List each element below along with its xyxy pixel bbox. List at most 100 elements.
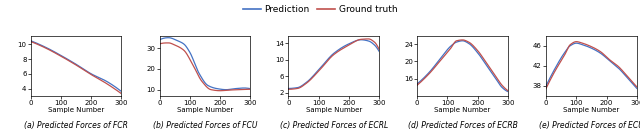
Prediction <box>627 81 634 82</box>
Line: Ground truth: Ground truth <box>289 39 379 89</box>
Ground truth <box>614 65 621 67</box>
Text: (d) Predicted Forces of ECRB: (d) Predicted Forces of ECRB <box>408 121 518 130</box>
Prediction <box>111 86 118 87</box>
Ground truth <box>459 39 467 41</box>
Prediction <box>321 62 329 63</box>
Prediction <box>614 67 621 68</box>
Prediction <box>498 86 506 88</box>
Prediction <box>572 42 580 44</box>
Prediction <box>490 75 498 77</box>
Prediction <box>164 37 172 38</box>
Ground truth <box>504 90 512 92</box>
Ground truth <box>579 42 587 44</box>
Prediction <box>476 54 483 56</box>
Ground truth <box>476 52 483 54</box>
X-axis label: Sample Number: Sample Number <box>177 107 233 113</box>
Ground truth <box>369 40 376 42</box>
Text: (b) Predicted Forces of FCU: (b) Predicted Forces of FCU <box>153 121 257 130</box>
Prediction <box>579 44 587 46</box>
Text: (e) Predicted Forces of ECU: (e) Predicted Forces of ECU <box>539 121 640 130</box>
Prediction <box>362 39 369 41</box>
Prediction <box>99 78 106 80</box>
X-axis label: Sample Number: Sample Number <box>563 107 620 113</box>
Prediction <box>356 39 364 41</box>
Ground truth <box>450 43 458 44</box>
Prediction <box>67 60 74 62</box>
Prediction <box>218 89 226 90</box>
Prediction <box>193 67 200 69</box>
Text: (c) Predicted Forces of ECRL: (c) Predicted Forces of ECRL <box>280 121 388 130</box>
Prediction <box>413 83 421 85</box>
Prediction <box>459 40 467 42</box>
Prediction <box>485 68 493 70</box>
Ground truth <box>413 84 421 86</box>
Ground truth <box>453 40 461 42</box>
Ground truth <box>228 89 236 91</box>
Ground truth <box>118 93 125 95</box>
Ground truth <box>498 84 506 86</box>
Prediction <box>357 39 365 41</box>
Ground truth <box>633 86 640 88</box>
Prediction <box>63 58 71 60</box>
Line: Prediction: Prediction <box>31 41 122 92</box>
Line: Prediction: Prediction <box>159 38 250 90</box>
Ground truth <box>572 41 580 42</box>
Ground truth <box>156 43 163 45</box>
Ground truth <box>196 77 204 79</box>
Ground truth <box>619 70 627 72</box>
Prediction <box>369 43 376 44</box>
Line: Ground truth: Ground truth <box>31 42 122 94</box>
Text: (a) Predicted Forces of FCR: (a) Predicted Forces of FCR <box>24 121 128 130</box>
Prediction <box>375 51 383 52</box>
Prediction <box>324 58 332 60</box>
Prediction <box>619 72 627 74</box>
Ground truth <box>542 88 550 89</box>
Prediction <box>453 41 461 43</box>
Ground truth <box>111 88 118 90</box>
Ground truth <box>324 59 332 61</box>
Ground truth <box>233 89 241 91</box>
Ground truth <box>321 63 329 65</box>
Ground truth <box>89 75 97 76</box>
Ground truth <box>164 42 172 44</box>
Prediction <box>241 87 248 89</box>
Line: Prediction: Prediction <box>289 40 379 89</box>
Prediction <box>605 59 612 61</box>
Prediction <box>542 85 550 87</box>
Ground truth <box>627 79 634 81</box>
Prediction <box>285 88 292 89</box>
Line: Prediction: Prediction <box>417 41 508 92</box>
Ground truth <box>361 38 369 40</box>
Line: Ground truth: Ground truth <box>159 43 250 91</box>
Prediction <box>196 73 204 75</box>
Ground truth <box>285 89 292 90</box>
Ground truth <box>485 66 493 67</box>
Ground truth <box>63 59 71 61</box>
Prediction <box>582 45 590 47</box>
Ground truth <box>582 44 590 45</box>
Ground truth <box>375 48 383 50</box>
Ground truth <box>193 71 200 73</box>
Line: Ground truth: Ground truth <box>417 40 508 91</box>
Prediction <box>27 40 35 42</box>
Ground truth <box>67 61 74 62</box>
Line: Ground truth: Ground truth <box>546 42 637 88</box>
Legend: Prediction, Ground truth: Prediction, Ground truth <box>239 2 401 18</box>
Ground truth <box>346 43 354 45</box>
Prediction <box>228 88 236 90</box>
Prediction <box>233 88 241 89</box>
Prediction <box>346 42 354 44</box>
Ground truth <box>216 90 224 92</box>
Ground truth <box>218 90 226 92</box>
Ground truth <box>490 73 498 75</box>
Ground truth <box>365 38 372 40</box>
Prediction <box>222 89 230 90</box>
X-axis label: Sample Number: Sample Number <box>306 107 362 113</box>
Prediction <box>104 81 111 82</box>
X-axis label: Sample Number: Sample Number <box>435 107 491 113</box>
Ground truth <box>605 58 612 59</box>
Prediction <box>156 39 163 41</box>
Prediction <box>504 91 512 92</box>
Prediction <box>633 88 640 89</box>
Line: Prediction: Prediction <box>546 43 637 88</box>
